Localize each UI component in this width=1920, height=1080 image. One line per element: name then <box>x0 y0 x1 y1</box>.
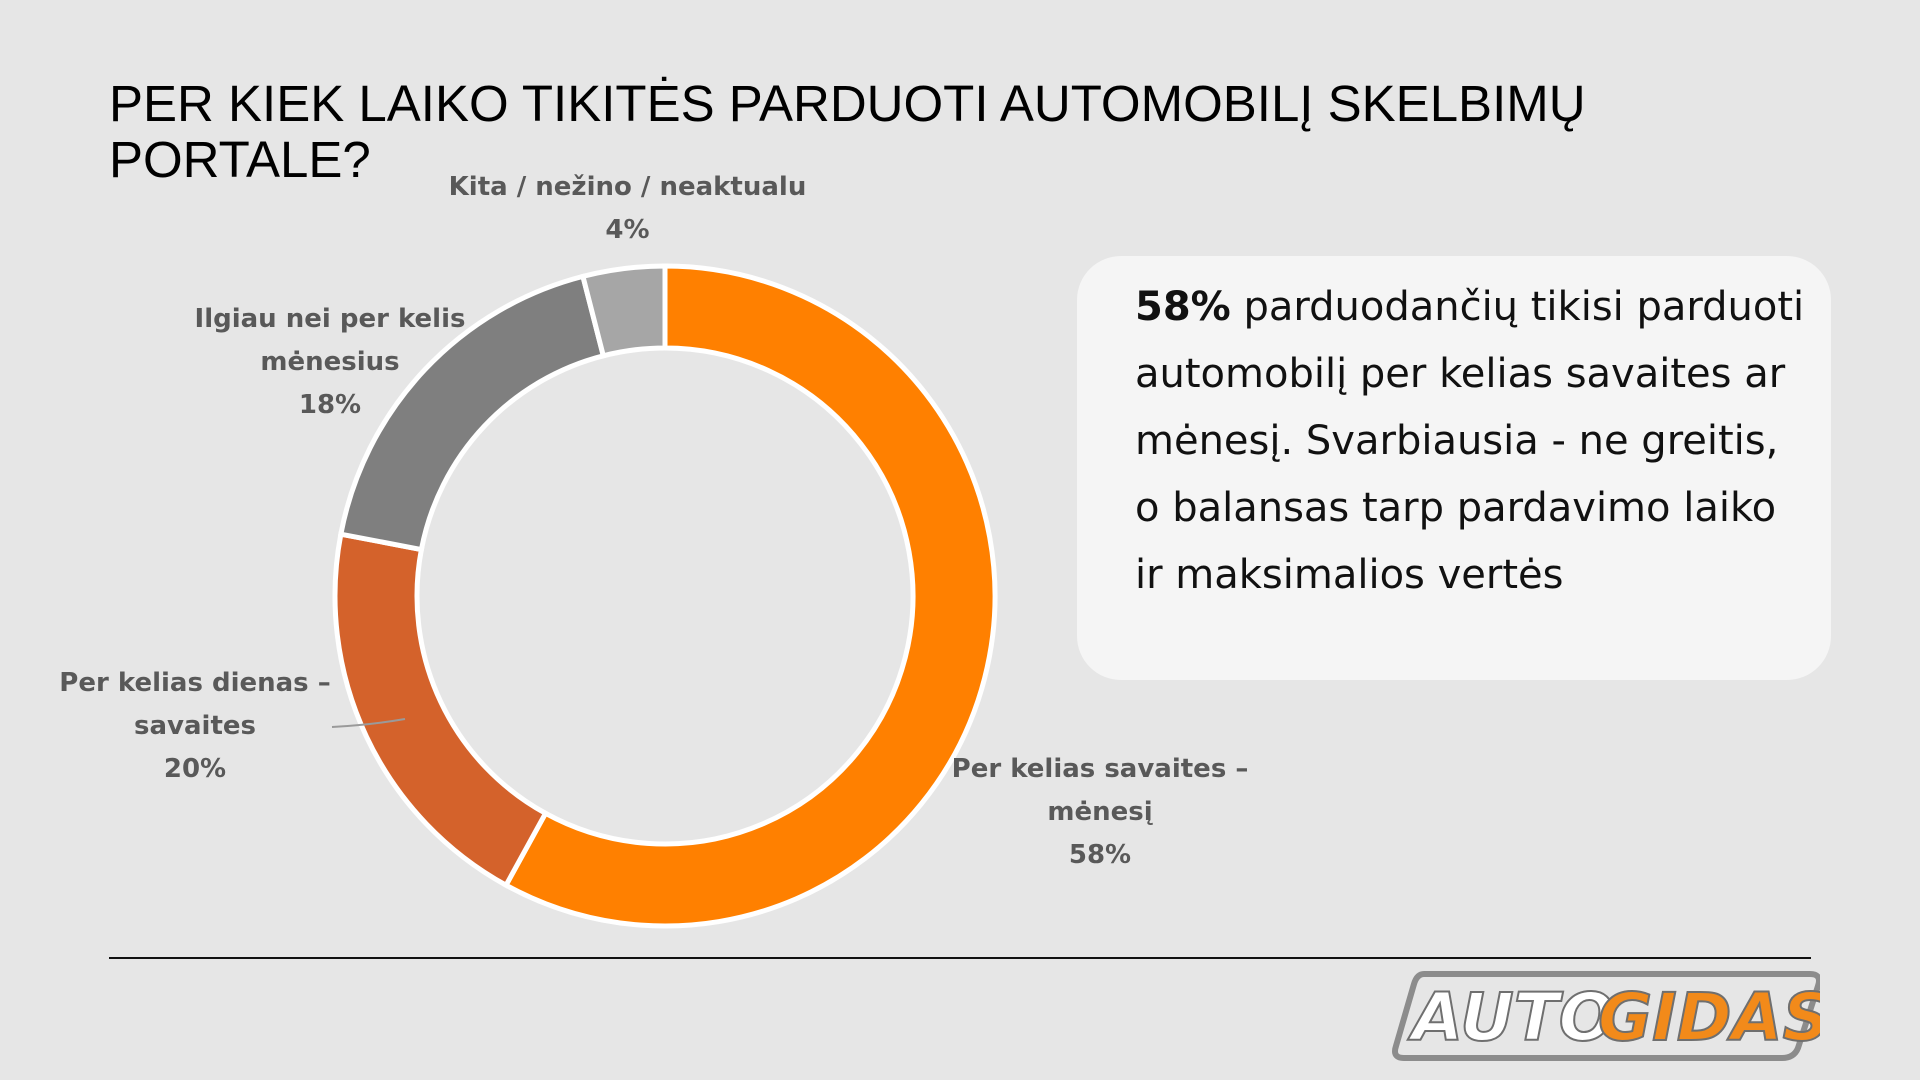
slice-label-line: Ilgiau nei per kelis <box>194 304 466 334</box>
slice-label-line: savaites <box>134 711 256 741</box>
callout-text: 58% parduodančių tikisi parduoti automob… <box>1135 274 1815 609</box>
callout-box: 58% parduodančių tikisi parduoti automob… <box>1077 256 1831 680</box>
logo-word-gidas: GIDAS <box>1598 979 1820 1056</box>
slice-label-line: mėnesį <box>1047 797 1153 827</box>
slice-value-label: 58% <box>1068 840 1132 870</box>
slice-other <box>579 263 668 359</box>
page-title: PER KIEK LAIKO TIKITĖS PARDUOTI AUTOMOBI… <box>109 75 1586 188</box>
slice-label-days-weeks: Per kelias dienas – savaites 20% <box>35 662 355 791</box>
slice-label-longer-months: Ilgiau nei per kelis mėnesius 18% <box>170 298 490 427</box>
slice-value-label: 4% <box>605 215 650 245</box>
slice-label-other: Kita / nežino / neaktualu 4% <box>440 166 815 252</box>
slice-days-weeks <box>332 531 549 889</box>
footer-divider <box>109 957 1811 959</box>
slice-label-line: Kita / nežino / neaktualu <box>448 172 807 202</box>
logo-word-auto: AUTO <box>1407 979 1615 1056</box>
logo-frame <box>1392 971 1820 1061</box>
slice-label-weeks-month: Per kelias savaites – mėnesį 58% <box>945 748 1255 877</box>
slice-label-line: mėnesius <box>260 347 400 377</box>
slice-value-label: 20% <box>163 754 227 784</box>
slice-label-line: Per kelias savaites – <box>951 754 1249 784</box>
slice-weeks-month <box>502 263 998 929</box>
slice-value-label: 18% <box>298 390 362 420</box>
slice-label-line: Per kelias dienas – <box>59 668 331 698</box>
callout-body: parduodančių tikisi parduoti automobilį … <box>1135 284 1805 598</box>
callout-highlight: 58% <box>1135 284 1231 330</box>
autogidas-logo: AUTO GIDAS <box>1392 971 1820 1061</box>
leader-line <box>331 718 406 728</box>
